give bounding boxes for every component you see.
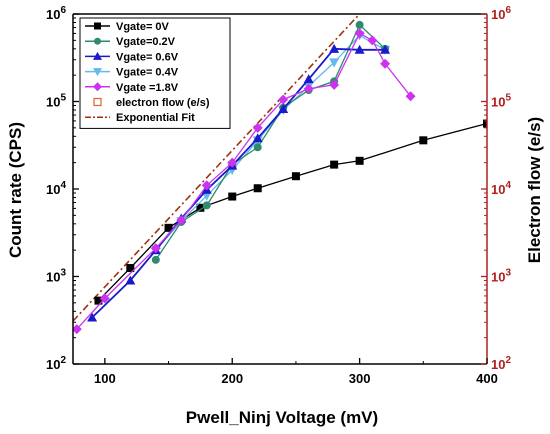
y2-axis-title: Electron flow (e/s) <box>525 117 544 263</box>
data-point <box>419 136 428 145</box>
data-point <box>330 160 339 169</box>
x-tick-label: 300 <box>349 371 371 386</box>
data-point <box>253 184 262 193</box>
data-point <box>380 44 391 54</box>
legend-label: Vgate= 0.4V <box>116 67 179 79</box>
data-point <box>329 58 340 68</box>
data-point <box>202 201 211 210</box>
y-axis-title: Count rate (CPS) <box>6 122 25 258</box>
legend-label: Vgate= 0.6V <box>116 51 179 63</box>
data-point <box>252 122 263 133</box>
y-tick-label: 104 <box>46 180 66 197</box>
data-point <box>329 79 340 90</box>
data-point <box>99 293 110 304</box>
data-point <box>176 215 187 226</box>
data-point <box>278 94 289 105</box>
data-point <box>227 157 238 168</box>
legend-marker <box>93 51 102 60</box>
data-point <box>201 180 212 191</box>
y-tick-label: 105 <box>46 93 66 110</box>
data-point <box>380 58 391 69</box>
data-point <box>150 243 161 254</box>
legend-marker <box>93 97 102 107</box>
x-axis-title: Pwell_Ninj Voltage (mV) <box>186 408 378 427</box>
legend-item: electron flow (e/s) <box>93 97 210 109</box>
legend-item: Vgate= 0.6V <box>85 51 179 63</box>
y2-tick-label: 105 <box>491 93 511 110</box>
data-point <box>483 119 487 128</box>
data-point <box>253 143 262 152</box>
data-point <box>164 223 173 232</box>
data-point <box>355 156 364 165</box>
legend-box <box>79 17 231 129</box>
series-line <box>155 23 386 261</box>
legend-marker <box>93 82 102 92</box>
legend-label: Vgate =1.8V <box>116 82 179 94</box>
legend-item: Vgate =1.8V <box>85 82 179 94</box>
series-exponential-fit <box>73 14 361 322</box>
y2-tick-label: 102 <box>491 355 511 372</box>
legend-item: Vgate= 0V <box>85 21 170 33</box>
y-tick-label: 106 <box>46 5 66 22</box>
legend-item: Vgate= 0.4V <box>85 67 179 79</box>
data-point <box>303 74 314 84</box>
data-point <box>303 83 314 94</box>
x-tick-label: 200 <box>221 371 243 386</box>
legend-item: Vgate=0.2V <box>85 36 176 48</box>
data-point <box>94 296 103 305</box>
series-vgate-0v <box>94 119 487 305</box>
data-point <box>87 312 98 322</box>
y2-tick-label: 103 <box>491 268 511 285</box>
x-tick-label: 400 <box>476 371 498 386</box>
y2-tick-label: 104 <box>491 180 511 197</box>
legend-marker <box>94 22 101 30</box>
x-tick-label: 100 <box>94 371 116 386</box>
series-line <box>91 47 386 319</box>
legend-label: Exponential Fit <box>116 112 195 124</box>
data-point <box>228 192 237 201</box>
data-point <box>354 28 365 39</box>
legend: Vgate= 0V Vgate=0.2V Vgate= 0.6V Vgate= 0.4… <box>79 17 231 129</box>
legend-item: Exponential Fit <box>85 112 195 124</box>
data-point <box>126 264 135 273</box>
y-tick-label: 103 <box>46 268 66 285</box>
data-point <box>355 20 364 29</box>
series-line <box>98 122 487 302</box>
plot-marks <box>73 14 487 335</box>
legend-label: Vgate= 0V <box>116 21 170 33</box>
series-line <box>73 14 361 322</box>
data-point <box>196 203 205 212</box>
y2-tick-label: 106 <box>491 5 511 22</box>
data-point <box>354 44 365 54</box>
y2-axis-ticks: 102 103 104 105 106 <box>481 5 511 372</box>
y-axis-ticks: 102 103 104 105 106 <box>46 5 79 372</box>
y-tick-label: 102 <box>46 355 66 372</box>
legend-label: Vgate=0.2V <box>116 36 176 48</box>
data-point <box>291 172 300 181</box>
legend-marker <box>94 37 101 45</box>
legend-marker <box>93 68 102 77</box>
data-point <box>329 43 340 53</box>
legend-label: electron flow (e/s) <box>116 97 210 109</box>
series-vgate-1-8v <box>73 28 416 335</box>
data-point <box>252 133 263 143</box>
data-point <box>125 275 136 285</box>
data-point <box>367 35 378 46</box>
x-axis-ticks: 100 200 300 400 <box>94 358 498 386</box>
data-point <box>405 91 416 102</box>
data-point <box>151 255 160 264</box>
data-point <box>73 324 82 335</box>
data-point <box>278 104 289 114</box>
